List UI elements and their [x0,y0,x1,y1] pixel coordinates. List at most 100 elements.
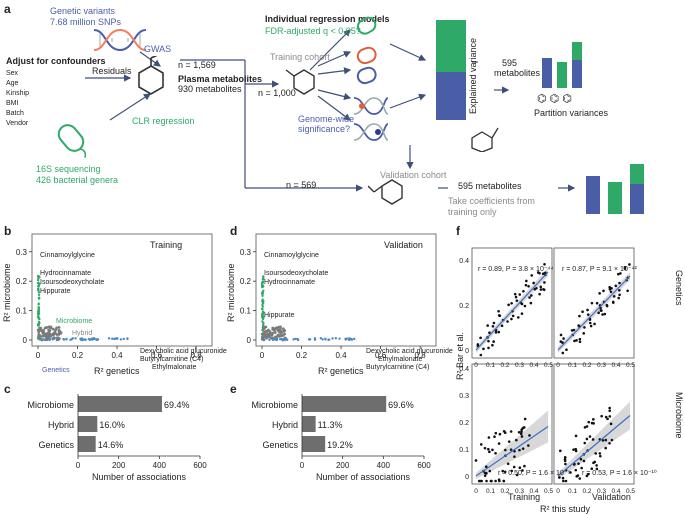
point-microbiome [261,301,265,305]
f-x-tick-label: 0.4 [529,362,538,369]
confounder-vendor: Vendor [6,120,29,127]
stat-val-microbiome: r = 0.53, P = 1.6 × 10⁻¹⁰ [582,470,657,477]
point-microbiome [37,297,41,300]
point-genetics [91,337,94,340]
f-point [498,432,502,436]
x-tick-label: 200 [112,461,126,470]
point-microbiome [262,321,265,325]
f-point [515,473,519,477]
point-hybrid [263,335,266,339]
point-genetics [296,338,300,341]
f-x-tick-label: 0.4 [529,488,538,495]
f-point [494,331,498,334]
d-label-isoursodeoxycholate: Isoursodeoxycholate [264,270,329,277]
point-microbiome [37,291,41,294]
bacterium-icon [57,124,87,158]
f-point [487,339,490,343]
point-genetics [51,338,55,341]
d-label-hippurate: Hippurate [264,312,295,319]
f-x-tick-label: 0.3 [597,362,606,369]
f-point [479,443,483,446]
f-point [586,313,590,316]
f-y-tick-label: 0.2 [459,420,469,427]
point-hybrid [55,333,59,336]
point-hybrid [51,327,55,331]
f-point [494,451,497,455]
point-microbiome [37,323,40,326]
genome-wide-label-2: significance? [298,124,351,134]
f-x-tick-label: 0.3 [515,362,524,369]
b-label-isoursodeoxycholate: Isoursodeoxycholate [40,279,105,286]
dna-helix-icon [93,28,147,52]
b-label-ethylmalonate: Ethylmalonate [152,364,197,371]
point-microbiome [261,283,264,287]
f-point [603,312,607,316]
x-tick-label: 0.4 [335,351,347,360]
f-point [617,296,620,300]
f-point [525,279,528,283]
f-point [512,465,516,469]
bar [78,396,162,412]
scatter-grid-f: 00.20.400.10.20.30.4000.10.10.20.20.30.3… [459,247,635,495]
fdr-label: FDR-adjusted q < 0.05? [265,26,361,36]
x-tick-label: 0.2 [296,351,308,360]
point-genetics [353,337,356,341]
x-axis-label: Number of associations [92,472,187,482]
f-point [559,449,562,453]
f-point [598,292,601,295]
x-tick-label: 0.8 [191,351,203,360]
explained-variance-green [436,20,466,72]
f-point [588,321,592,325]
m595-a-label: 595 [502,58,518,68]
bar-category-label: Genetics [262,440,298,450]
point-hybrid [281,334,285,337]
f-y-tick-label: 0 [465,348,469,355]
point-genetics [294,337,297,341]
f-point [509,430,513,433]
f-x-tick-label: 0.5 [626,362,635,369]
point-microbiome [262,299,265,303]
y-tick-label: 0.1 [240,307,252,316]
point-hybrid [54,328,58,332]
point-microbiome [261,317,265,321]
point-hybrid [273,329,276,332]
f-point [562,479,565,483]
seq-label: 16S sequencing [36,164,101,174]
f-point [492,340,495,343]
point-genetics [272,338,275,341]
point-microbiome [37,285,41,288]
f-point [488,450,491,454]
bar-chart-c: Microbiome 69.4% Hybrid 16.0% Genetics 14.6% 0… [27,394,207,482]
model-icons [353,16,389,141]
f-point [598,454,602,458]
d-label-dexycholic: Dexycholic acid glucuronide [366,348,453,355]
f-x-tick-label: 0.2 [582,362,591,369]
b-label-hybrid: Hybrid [72,330,93,337]
panel-d-xlabel: R² genetics [318,366,364,376]
n-val-label: n = 569 [286,180,317,190]
f-point [527,284,530,288]
stat-train-microbiome: r = 0.50, P = 1.6 × 10⁻⁹ [498,470,571,477]
point-microbiome [38,317,41,321]
partition-bar-1 [542,58,552,88]
f-point [515,299,519,302]
point-hybrid [270,333,274,337]
f-point [605,303,609,307]
f-point [510,301,513,305]
f-point [487,436,491,439]
y-tick-label: 0.2 [240,277,252,286]
f-point [558,476,561,479]
x-tick-label: 0 [300,461,305,470]
genetic-variants-label: Genetic variants [50,6,116,16]
f-point [494,431,498,435]
regression-line [475,426,549,477]
f-point [500,324,504,328]
f-point [502,429,506,433]
f-point [601,313,604,316]
confounder-batch: Batch [6,110,24,117]
point-microbiome [261,291,264,294]
panel-b-xlabel: R² genetics [94,366,140,376]
point-hybrid [37,333,41,337]
f-point [595,467,599,471]
point-hybrid [283,329,287,333]
